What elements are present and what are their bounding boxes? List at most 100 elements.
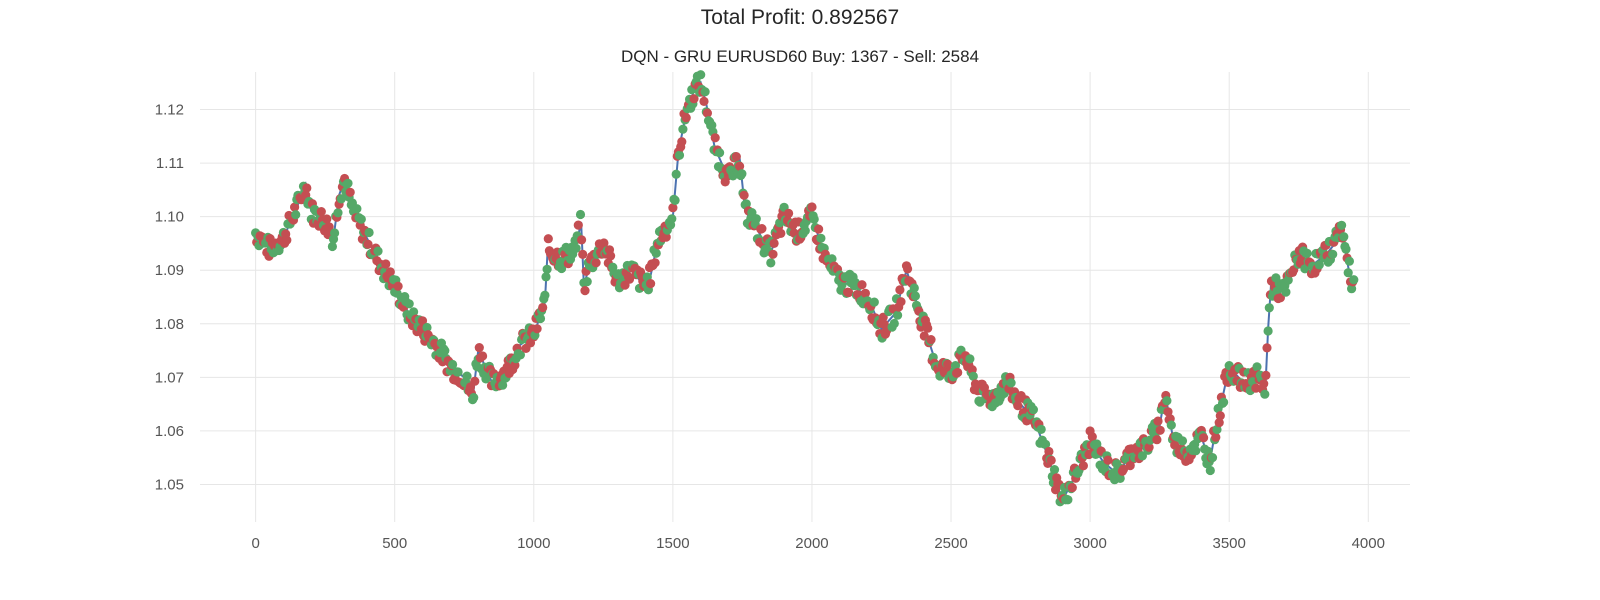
buy-marker xyxy=(422,322,432,333)
sell-marker xyxy=(543,234,553,244)
sell-marker xyxy=(580,286,590,296)
buy-marker xyxy=(352,204,362,214)
buy-marker xyxy=(409,307,419,317)
buy-marker xyxy=(741,199,751,209)
buy-marker xyxy=(535,313,546,324)
buy-marker xyxy=(542,264,552,274)
sell-marker xyxy=(1153,416,1163,426)
sell-marker xyxy=(646,279,656,289)
buy-marker xyxy=(696,70,706,80)
sell-marker xyxy=(844,287,854,298)
sell-marker xyxy=(385,267,395,277)
trade-marker-layer xyxy=(251,70,1359,507)
buy-marker xyxy=(1263,326,1273,336)
buy-marker xyxy=(453,367,463,377)
buy-marker xyxy=(893,310,903,320)
sell-marker xyxy=(903,264,913,274)
buy-marker xyxy=(1260,389,1270,399)
buy-marker xyxy=(751,214,761,224)
buy-marker xyxy=(869,297,879,307)
sell-marker xyxy=(689,94,699,104)
buy-marker xyxy=(674,150,685,160)
sell-marker xyxy=(953,367,963,378)
x-tick-label: 0 xyxy=(251,535,259,552)
buy-marker xyxy=(1191,446,1201,456)
sell-marker xyxy=(776,228,786,238)
sell-marker xyxy=(1067,483,1077,493)
sell-marker xyxy=(650,258,660,268)
sell-marker xyxy=(878,312,888,322)
x-tick-label: 4000 xyxy=(1352,535,1385,552)
buy-marker xyxy=(582,277,592,287)
y-tick-label: 1.05 xyxy=(155,477,184,494)
sell-marker xyxy=(282,235,292,245)
sell-marker xyxy=(1214,418,1224,428)
x-tick-label: 1500 xyxy=(656,535,689,552)
y-tick-label: 1.12 xyxy=(155,102,184,119)
grid-layer xyxy=(200,72,1410,522)
sell-marker xyxy=(681,113,691,123)
buy-marker xyxy=(667,214,677,224)
sell-marker xyxy=(381,259,391,269)
buy-marker xyxy=(1036,424,1046,434)
buy-marker xyxy=(816,233,826,243)
buy-marker xyxy=(1212,424,1222,435)
sell-marker xyxy=(739,190,749,200)
sell-marker xyxy=(578,249,588,259)
y-tick-label: 1.11 xyxy=(156,155,184,172)
sell-marker xyxy=(1163,407,1173,417)
sell-marker xyxy=(393,281,403,291)
buy-marker xyxy=(1137,451,1147,461)
buy-marker xyxy=(330,228,340,238)
sell-marker xyxy=(1046,455,1056,465)
buy-marker xyxy=(1115,473,1125,483)
sell-marker xyxy=(1044,446,1054,457)
buy-marker xyxy=(336,194,346,204)
buy-marker xyxy=(837,280,847,290)
buy-marker xyxy=(700,87,710,97)
chart-title: DQN - GRU EURUSD60 Buy: 1367 - Sell: 258… xyxy=(620,47,980,66)
sell-marker xyxy=(363,239,373,249)
buy-marker xyxy=(1302,248,1312,258)
sell-marker xyxy=(322,214,332,224)
buy-marker xyxy=(800,226,810,236)
sell-marker xyxy=(1078,461,1088,471)
buy-marker xyxy=(1337,220,1347,230)
buy-marker xyxy=(1041,439,1051,449)
buy-marker xyxy=(540,290,550,300)
buy-marker xyxy=(1166,420,1176,430)
buy-marker xyxy=(333,208,343,218)
buy-marker xyxy=(515,350,526,360)
tick-label-layer: 0 500 1000 1500 2000 2500 3000 3500 4000 1.05 1.06… xyxy=(155,102,1385,553)
sell-marker xyxy=(1155,425,1165,435)
buy-marker xyxy=(1006,378,1016,388)
buy-marker xyxy=(889,318,899,329)
y-tick-label: 1.08 xyxy=(155,316,184,333)
sell-marker xyxy=(1199,433,1209,443)
sell-marker xyxy=(606,251,616,261)
buy-marker xyxy=(950,361,961,371)
x-tick-label: 500 xyxy=(382,535,407,552)
sell-marker xyxy=(324,222,334,232)
sell-marker xyxy=(677,137,687,147)
buy-marker xyxy=(469,393,479,403)
buy-marker xyxy=(404,299,414,309)
y-tick-label: 1.06 xyxy=(155,423,184,440)
buy-marker xyxy=(343,178,353,188)
buy-marker xyxy=(715,148,725,158)
buy-marker xyxy=(327,241,337,252)
buy-marker xyxy=(462,371,472,381)
x-tick-label: 2000 xyxy=(795,535,828,552)
buy-marker xyxy=(1162,396,1172,406)
sell-marker xyxy=(768,249,778,259)
x-tick-label: 1000 xyxy=(517,535,550,552)
buy-marker xyxy=(766,258,776,268)
sell-marker xyxy=(417,316,428,326)
buy-marker xyxy=(827,254,837,264)
buy-marker xyxy=(968,371,978,381)
buy-marker xyxy=(1049,465,1060,475)
buy-marker xyxy=(440,346,450,356)
buy-marker xyxy=(651,248,661,258)
sell-marker xyxy=(532,324,542,334)
